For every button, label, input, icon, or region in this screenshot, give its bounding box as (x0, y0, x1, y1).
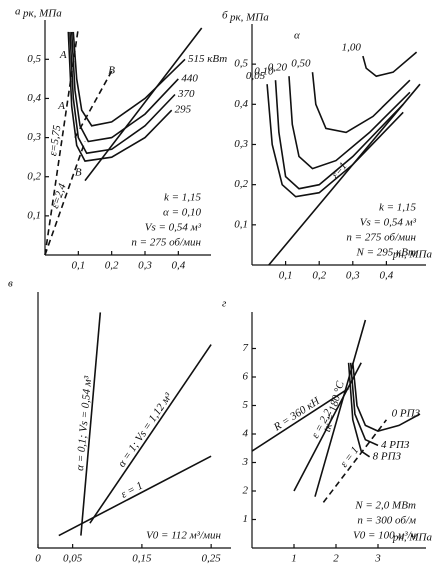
curve (266, 84, 404, 198)
curve (80, 312, 102, 536)
curve (314, 319, 367, 497)
y-tick-label: 0,1 (27, 209, 41, 221)
curve-label: 8 РПЗ (373, 450, 402, 462)
point-label: А (59, 49, 67, 61)
y-tick-label: 4 (243, 428, 249, 440)
point-label: В (108, 65, 115, 77)
curve-label: 0 РПЗ (392, 408, 421, 420)
curve (311, 72, 411, 134)
curve-label: 0,20 (268, 62, 288, 74)
y-tick-label: 5 (243, 399, 249, 411)
x-tick-label: 0,2 (312, 270, 326, 282)
curve (347, 362, 371, 458)
x-tick-label: 0,4 (171, 260, 185, 272)
x-tick-label: 0,1 (71, 260, 85, 272)
curve (352, 362, 421, 432)
curve-label: 0,10 (254, 66, 274, 78)
curve (58, 455, 212, 537)
annotation: α = 0,10 (163, 207, 201, 219)
curve (44, 27, 80, 256)
panel-label: в (8, 278, 13, 290)
curve (274, 80, 404, 190)
curve (44, 141, 86, 256)
curve (69, 31, 176, 155)
annotation: k = 1,15 (164, 192, 202, 204)
curve-label: 295 (175, 104, 192, 116)
curve-label: α = 1; Vs = 1,12 м³ (116, 390, 175, 469)
y-tick-label: 0,1 (234, 218, 248, 230)
y-tick-label: 0,4 (234, 98, 248, 110)
annotation: N = 295 кВт (356, 247, 417, 259)
x-tick-label: 0,4 (380, 270, 394, 282)
panel-label: г (222, 298, 227, 310)
curve-label: 440 (181, 72, 198, 84)
x-tick-label: 0,3 (346, 270, 360, 282)
annotation: N = 2,0 МВт (354, 500, 416, 512)
curve-label: ε = 1 (338, 444, 361, 469)
curve-label: 1,00 (342, 42, 362, 54)
curve (70, 31, 179, 143)
curve-title: α (294, 30, 300, 42)
curve (251, 387, 350, 452)
annotation: n = 300 об/м (357, 515, 416, 527)
y-tick-label: 3 (242, 456, 249, 468)
curve-label: 0,05 (246, 70, 266, 82)
annotation: V0 = 112 м³/мин (146, 530, 221, 542)
curve (349, 362, 379, 447)
annotation: n = 275 об/мин (346, 232, 416, 244)
x-tick-label: 0,1 (279, 270, 293, 282)
curve (268, 83, 421, 266)
x-axis-title: pн, МПа (392, 532, 433, 544)
curve-label: 370 (177, 88, 195, 100)
y-tick-label: 0,3 (234, 138, 248, 150)
curve-label: 4 РПЗ (381, 439, 410, 451)
y-tick-label: 0,3 (27, 131, 41, 143)
x-tick-label: 0,3 (138, 260, 152, 272)
y-tick-label: 0,5 (27, 53, 41, 65)
curve-label: ε=5,75 (47, 124, 63, 157)
annotation: k = 1,15 (379, 202, 417, 214)
panel-label: а (15, 6, 21, 18)
curve (67, 31, 173, 162)
y-axis-title: pк, МПа (229, 12, 269, 24)
x-tick-label: 0,25 (202, 553, 222, 565)
curve (89, 344, 212, 524)
y-tick-label: 0,4 (27, 92, 41, 104)
y-tick-label: 2 (243, 485, 249, 497)
curve (72, 31, 186, 127)
curve (322, 419, 388, 503)
x-tick-label: 0,2 (105, 260, 119, 272)
x-tick-label: 0,05 (63, 553, 83, 565)
x-tick-label: 3 (374, 553, 381, 565)
curve-label: ε=1 (329, 160, 349, 181)
y-tick-label: 6 (243, 371, 249, 383)
y-tick-label: 0,2 (234, 178, 248, 190)
y-tick-label: 7 (243, 342, 249, 354)
y-tick-label: 1 (243, 513, 249, 525)
annotation: Vs = 0,54 м³ (360, 217, 417, 229)
x-axis-title: pн, МПа (392, 249, 433, 261)
annotation: n = 275 об/мин (131, 237, 201, 249)
curve (362, 51, 418, 78)
point-label: А (57, 100, 65, 112)
curve (74, 70, 113, 138)
y-tick-label: 0,5 (234, 58, 248, 70)
annotation: V0 = 100 м³/ч (353, 530, 416, 542)
point-label: В (75, 166, 82, 178)
x-tick-label: 2 (333, 553, 339, 565)
annotation: Vs = 0,54 м³ (145, 222, 202, 234)
panel-label: б (222, 10, 228, 22)
y-axis-title: pк, МПа (22, 8, 62, 20)
x-tick-label: 0,15 (132, 553, 152, 565)
x-tick-label: 1 (291, 553, 297, 565)
curve (288, 76, 411, 170)
curve (84, 27, 203, 182)
x-tick-label: 0 (35, 553, 41, 565)
curve-label: 515 кВт (188, 53, 227, 65)
y-tick-label: 0,2 (27, 170, 41, 182)
curve (293, 362, 362, 492)
curve-label: 0,50 (291, 58, 311, 70)
